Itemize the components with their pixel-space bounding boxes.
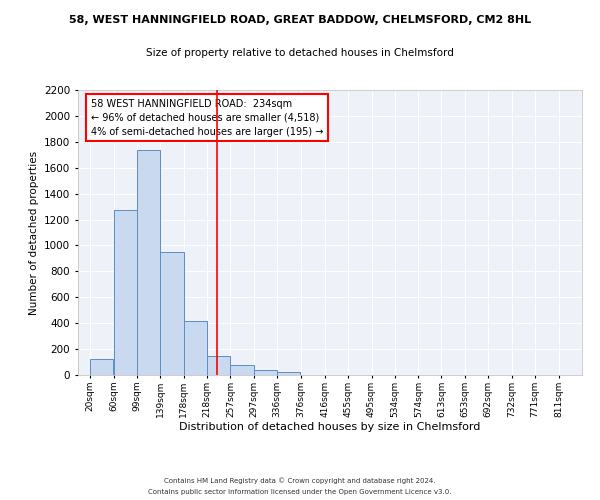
Bar: [254, 370, 277, 375]
Bar: [184, 321, 206, 375]
Bar: [90, 360, 113, 375]
Text: Contains HM Land Registry data © Crown copyright and database right 2024.: Contains HM Land Registry data © Crown c…: [164, 478, 436, 484]
Bar: [137, 150, 160, 375]
X-axis label: Distribution of detached houses by size in Chelmsford: Distribution of detached houses by size …: [179, 422, 481, 432]
Bar: [207, 356, 230, 375]
Text: 58, WEST HANNINGFIELD ROAD, GREAT BADDOW, CHELMSFORD, CM2 8HL: 58, WEST HANNINGFIELD ROAD, GREAT BADDOW…: [69, 15, 531, 25]
Text: Contains public sector information licensed under the Open Government Licence v3: Contains public sector information licen…: [148, 489, 452, 495]
Bar: [160, 252, 184, 375]
Bar: [113, 210, 137, 375]
Text: Size of property relative to detached houses in Chelmsford: Size of property relative to detached ho…: [146, 48, 454, 58]
Text: 58 WEST HANNINGFIELD ROAD:  234sqm
← 96% of detached houses are smaller (4,518)
: 58 WEST HANNINGFIELD ROAD: 234sqm ← 96% …: [91, 98, 323, 136]
Bar: [230, 366, 254, 375]
Y-axis label: Number of detached properties: Number of detached properties: [29, 150, 38, 314]
Bar: [277, 372, 301, 375]
